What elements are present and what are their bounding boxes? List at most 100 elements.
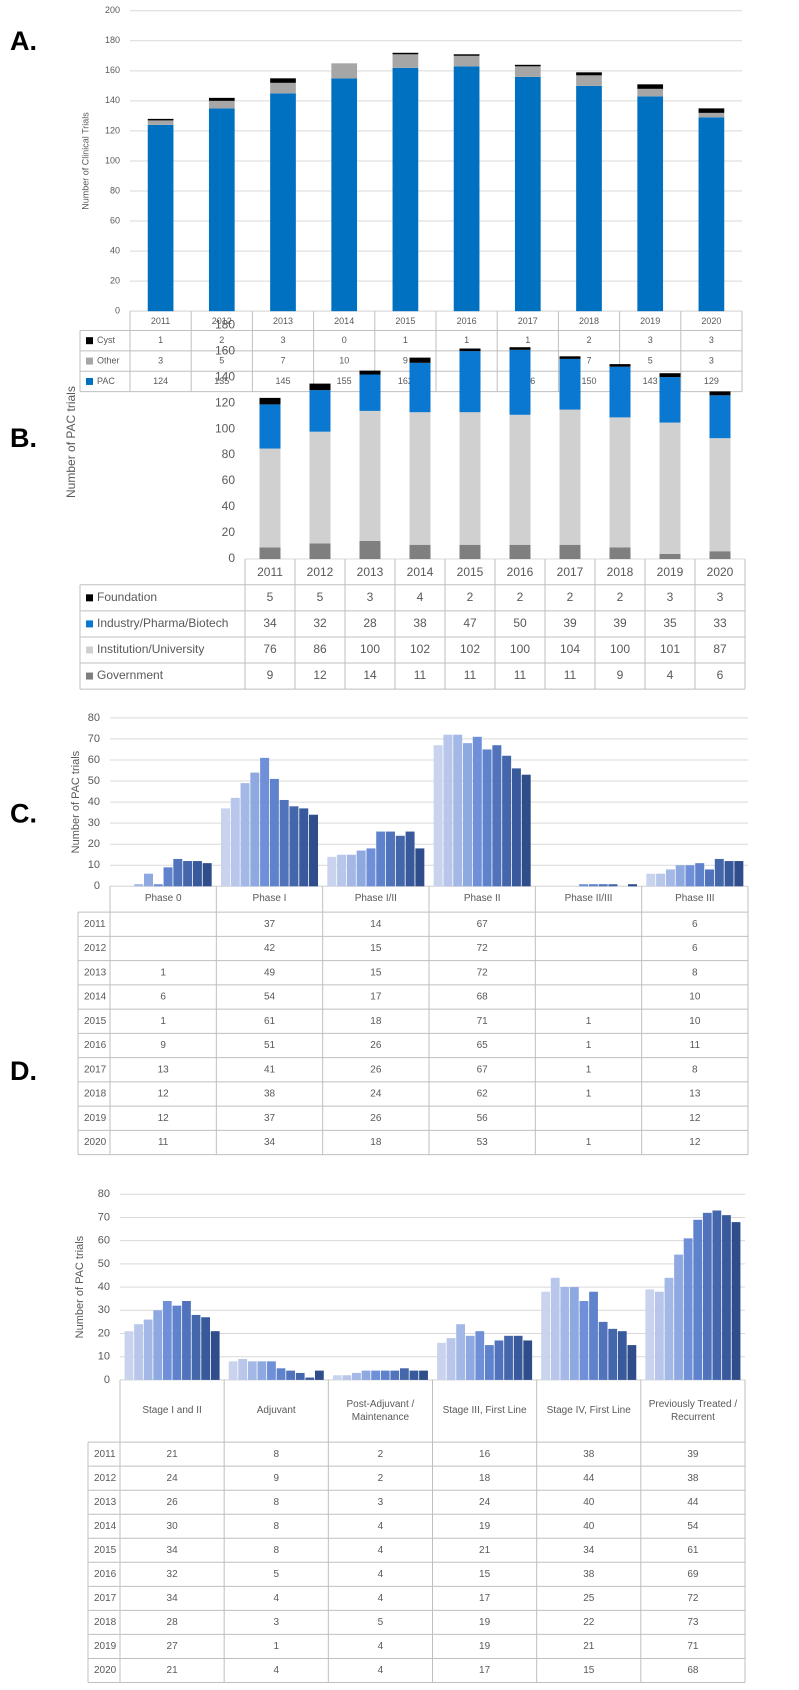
table-value: 28 xyxy=(167,1617,179,1628)
category-label-box: Post-Adjuvant / Maintenance xyxy=(346,1398,415,1424)
table-value: 13 xyxy=(689,1089,701,1100)
table-value: 3 xyxy=(158,355,163,365)
category-label: 2018 xyxy=(606,564,634,579)
table-value: 3 xyxy=(378,1497,384,1508)
table-value: 24 xyxy=(167,1473,179,1484)
table-value: 104 xyxy=(560,642,580,656)
row-label: 2018 xyxy=(94,1617,117,1628)
bar xyxy=(247,1361,257,1380)
y-tick-label: 60 xyxy=(88,754,100,766)
y-tick-label: 30 xyxy=(88,817,100,829)
category-label: 2013 xyxy=(272,315,293,326)
table-value: 24 xyxy=(479,1497,491,1508)
bar xyxy=(665,869,675,887)
bar xyxy=(656,873,666,887)
table-value: 26 xyxy=(167,1497,179,1508)
category-label: Stage I and II xyxy=(142,1405,202,1417)
bar xyxy=(409,1370,419,1380)
table-value: 11 xyxy=(158,1137,169,1148)
row-label: 2011 xyxy=(94,1449,116,1460)
table-value: 19 xyxy=(479,1521,491,1532)
bar xyxy=(143,1319,153,1380)
bar xyxy=(269,778,279,887)
bar-segment xyxy=(309,390,331,432)
category-label: Post-Adjuvant / Maintenance xyxy=(346,1398,415,1424)
legend-swatch xyxy=(86,620,93,628)
bar xyxy=(183,861,193,887)
table-value: 53 xyxy=(477,1137,489,1148)
y-tick-label: 30 xyxy=(98,1304,110,1316)
bar-segment xyxy=(514,64,541,67)
table-value: 61 xyxy=(264,1016,276,1027)
legend-label: PAC xyxy=(97,376,115,386)
bar xyxy=(627,1345,637,1380)
bar-segment xyxy=(359,374,381,411)
table-value: 47 xyxy=(463,616,477,630)
table-value: 6 xyxy=(160,992,166,1003)
table-value: 1 xyxy=(586,1089,592,1100)
bar xyxy=(731,1222,741,1380)
table-value: 143 xyxy=(643,376,658,386)
category-label-box: Stage IV, First Line xyxy=(546,1405,631,1417)
legend-label: Foundation xyxy=(97,590,157,604)
bar xyxy=(463,743,472,887)
table-value: 15 xyxy=(370,967,382,978)
bar xyxy=(492,745,502,887)
category-label: Previously Treated / Recurrent xyxy=(648,1398,738,1424)
table-value: 8 xyxy=(273,1545,279,1556)
y-tick-label: 100 xyxy=(105,155,120,165)
table-value: 18 xyxy=(370,1016,382,1027)
bar xyxy=(182,1301,191,1380)
table-value: 145 xyxy=(275,376,290,386)
category-label-box: 2017 xyxy=(518,316,538,326)
bar xyxy=(453,734,463,887)
category-label-box: Phase III xyxy=(675,893,714,904)
bar xyxy=(683,1238,693,1380)
category-label: Stage IV, First Line xyxy=(546,1405,631,1417)
row-label: 2019 xyxy=(94,1641,117,1652)
table-value: 44 xyxy=(687,1497,699,1508)
table-value: 101 xyxy=(660,642,680,656)
bar-segment xyxy=(459,348,481,352)
bar-segment xyxy=(509,544,531,560)
table-value: 3 xyxy=(709,335,714,345)
table-value: 33 xyxy=(713,616,727,630)
bar xyxy=(502,755,512,887)
table-value: 12 xyxy=(689,1113,701,1124)
y-tick-label: 40 xyxy=(110,245,120,255)
bar xyxy=(437,1342,446,1380)
bar-segment xyxy=(576,85,602,312)
table-value: 4 xyxy=(378,1545,384,1556)
table-value: 26 xyxy=(370,1064,382,1075)
bar-segment xyxy=(609,364,631,367)
bar xyxy=(695,863,705,887)
row-label: 2020 xyxy=(94,1665,117,1676)
bar-segment xyxy=(309,431,331,544)
table-value: 15 xyxy=(583,1665,595,1676)
bar xyxy=(202,863,212,887)
table-value: 8 xyxy=(273,1521,279,1532)
table-value: 2 xyxy=(219,335,224,345)
row-label: 2013 xyxy=(94,1497,117,1508)
bar xyxy=(386,831,395,887)
y-tick-label: 60 xyxy=(110,215,120,225)
table-value: 3 xyxy=(648,335,653,345)
row-label: 2014 xyxy=(84,992,107,1003)
table-value: 18 xyxy=(479,1473,491,1484)
y-tick-label: 160 xyxy=(215,343,235,357)
table-value: 4 xyxy=(378,1521,384,1532)
table-value: 5 xyxy=(267,590,274,604)
bar xyxy=(267,1361,276,1380)
table-value: 14 xyxy=(370,919,382,930)
table-value: 67 xyxy=(477,1064,489,1075)
bar xyxy=(332,1375,342,1380)
table-value: 4 xyxy=(667,668,674,682)
table-value: 102 xyxy=(410,642,430,656)
category-label: Phase II/III xyxy=(564,893,613,905)
category-label-box: 2019 xyxy=(657,565,684,579)
bar xyxy=(314,1370,324,1380)
bar-segment xyxy=(331,78,358,312)
table-value: 27 xyxy=(167,1641,179,1652)
table-value: 1 xyxy=(403,335,408,345)
bar xyxy=(405,831,415,887)
